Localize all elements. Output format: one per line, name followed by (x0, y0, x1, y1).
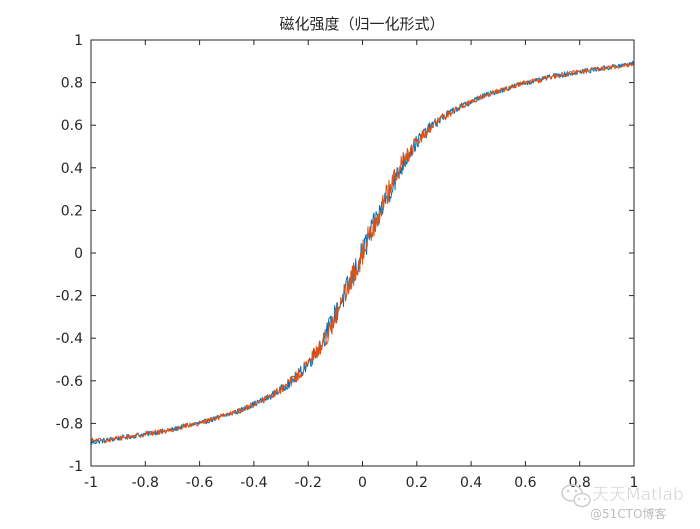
x-tick-label: -1 (84, 475, 98, 491)
x-tick-label: -0.8 (132, 475, 159, 491)
x-tick-label: -0.6 (186, 475, 213, 491)
wechat-icon (561, 484, 591, 508)
x-axis-tick-labels: -1 -0.8 -0.6 -0.4 -0.2 0 0.2 0.4 0.6 0.8 1 (84, 475, 638, 491)
chart-title: 磁化强度（归一化形式） (279, 15, 444, 33)
x-tick-label: -0.4 (240, 475, 267, 491)
y-tick-label: 0.2 (61, 203, 83, 219)
y-tick-label: -1 (69, 459, 83, 475)
y-axis-ticks (91, 39, 634, 467)
x-tick-label: -0.2 (295, 475, 322, 491)
y-tick-label: -0.4 (56, 331, 83, 347)
y-tick-label: -0.8 (56, 416, 83, 432)
x-tick-label: 0 (358, 475, 367, 491)
x-tick-label: 0.8 (569, 475, 591, 491)
series-layer (90, 60, 635, 445)
watermark-title: 天天Matlab (592, 485, 684, 505)
y-tick-label: 0.8 (61, 76, 83, 92)
y-tick-label: 0.6 (61, 118, 83, 134)
y-tick-label: 1 (74, 33, 83, 49)
watermark-site: @51CTO博客 (590, 506, 666, 521)
y-tick-label: -0.6 (56, 374, 83, 390)
x-tick-label: 1 (630, 475, 639, 491)
series-line-2 (90, 61, 635, 444)
y-tick-label: 0 (74, 246, 83, 262)
x-axis-ticks (90, 40, 635, 466)
x-tick-label: 0.4 (460, 475, 482, 491)
x-tick-label: 0.6 (514, 475, 536, 491)
y-tick-label: 0.4 (61, 161, 83, 177)
watermark: 天天Matlab @51CTO博客 (561, 484, 684, 521)
y-axis-tick-labels: -1 -0.8 -0.6 -0.4 -0.2 0 0.2 0.4 0.6 0.8 1 (56, 33, 83, 475)
x-tick-label: 0.2 (406, 475, 428, 491)
y-tick-label: -0.2 (56, 289, 83, 305)
